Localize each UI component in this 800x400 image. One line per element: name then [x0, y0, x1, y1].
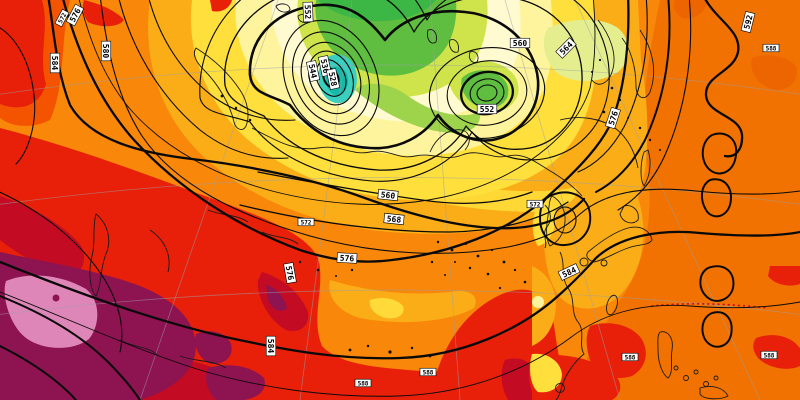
svg-text:560: 560	[380, 190, 395, 200]
contour-label: 588	[354, 378, 372, 387]
contour-label: 552	[302, 1, 314, 23]
svg-text:528: 528	[327, 71, 339, 87]
svg-text:588: 588	[625, 354, 636, 361]
contour-label: 588	[760, 350, 778, 359]
svg-text:576: 576	[284, 265, 295, 281]
svg-text:576: 576	[607, 110, 620, 127]
contour-label: 572	[526, 199, 544, 208]
svg-text:588: 588	[766, 45, 777, 52]
contour-label: 588	[621, 352, 639, 361]
svg-text:588: 588	[764, 352, 775, 359]
contour-label: 576	[283, 262, 297, 284]
svg-text:568: 568	[386, 214, 401, 224]
contour-label: 588	[762, 43, 780, 52]
svg-text:552: 552	[480, 105, 495, 114]
svg-text:552: 552	[303, 5, 313, 20]
contour-label: 572	[54, 8, 70, 28]
svg-text:536: 536	[319, 58, 331, 74]
svg-text:592: 592	[742, 14, 754, 30]
svg-text:572: 572	[530, 201, 541, 208]
contour-label: 584	[265, 335, 277, 357]
svg-text:572: 572	[57, 12, 68, 25]
contour-label: 592	[740, 10, 756, 34]
svg-text:580: 580	[101, 44, 110, 59]
terrain-specks	[220, 58, 661, 358]
svg-text:560: 560	[513, 39, 528, 48]
contour-label: 572	[297, 217, 315, 226]
contour-label: 568	[383, 212, 405, 226]
contour-label: 528	[325, 68, 341, 90]
svg-text:584: 584	[50, 56, 59, 71]
contour-label: 560	[509, 37, 531, 49]
contour-label: 576	[605, 106, 621, 130]
contour-label: 544	[305, 60, 321, 82]
contour-label: 580	[100, 40, 112, 62]
svg-text:588: 588	[423, 369, 434, 376]
contour-label: 576	[336, 252, 358, 264]
contour-label: 560	[377, 188, 399, 202]
contour-label: 588	[419, 367, 437, 376]
contour-label: 584	[49, 52, 61, 74]
svg-text:544: 544	[307, 63, 319, 79]
svg-text:584: 584	[266, 339, 275, 354]
svg-text:588: 588	[358, 380, 369, 387]
contour-label: 552	[476, 103, 498, 115]
svg-text:576: 576	[340, 254, 355, 264]
svg-text:572: 572	[301, 219, 312, 226]
